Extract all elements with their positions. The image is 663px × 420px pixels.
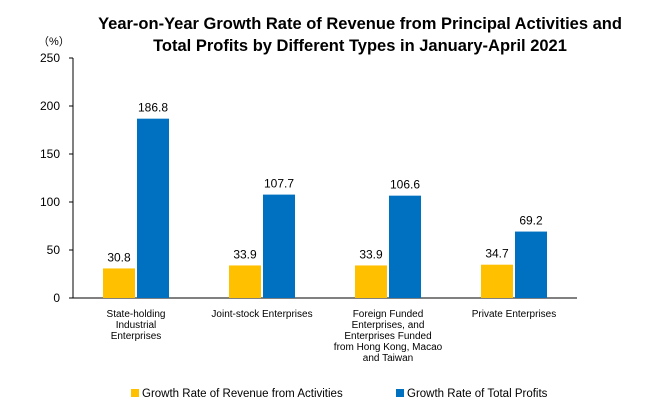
x-category-label-line: Enterprises, and xyxy=(352,320,425,331)
bar xyxy=(355,265,387,298)
y-tick-label: 50 xyxy=(47,243,61,257)
x-category-label: Joint-stock Enterprises xyxy=(211,309,312,320)
bar xyxy=(263,194,295,298)
x-category-label-line: State-holding xyxy=(107,309,166,320)
legend-label: Growth Rate of Revenue from Activities xyxy=(142,388,343,400)
bar xyxy=(103,268,135,298)
x-category-label-line: Industrial xyxy=(116,320,157,331)
legend-swatch xyxy=(131,389,139,397)
data-label: 106.6 xyxy=(390,178,420,192)
data-label: 33.9 xyxy=(359,247,383,261)
data-label: 107.7 xyxy=(264,177,294,191)
y-axis-unit-label: （%） xyxy=(38,36,70,48)
y-tick-label: 150 xyxy=(40,147,60,161)
x-category-label-line: Foreign Funded xyxy=(353,309,424,320)
bar xyxy=(389,195,421,298)
chart-title-line-2: Total Profits by Different Types in Janu… xyxy=(153,37,567,55)
legend-label: Growth Rate of Total Profits xyxy=(407,388,548,400)
y-tick-label: 250 xyxy=(40,51,60,65)
data-label: 30.8 xyxy=(107,250,131,264)
x-category-label: State-holding Industrial Enterprises xyxy=(107,309,166,342)
data-label: 33.9 xyxy=(233,247,257,261)
data-label: 69.2 xyxy=(519,214,543,228)
y-tick-label: 0 xyxy=(53,291,60,305)
x-category-label-line: Enterprises Funded xyxy=(344,331,431,342)
bar xyxy=(515,231,547,298)
data-label: 186.8 xyxy=(138,101,168,115)
x-category-label-line: Private Enterprises xyxy=(472,309,556,320)
bar xyxy=(481,264,513,298)
x-category-label-line: and Taiwan xyxy=(363,353,413,364)
y-tick-label: 100 xyxy=(40,195,60,209)
chart-title-line-1: Year-on-Year Growth Rate of Revenue from… xyxy=(98,15,622,33)
x-category-label: Foreign Funded Enterprises, and Enterprise… xyxy=(334,309,443,364)
x-category-label-line: from Hong Kong, Macao xyxy=(334,342,443,353)
x-category-label: Private Enterprises xyxy=(472,309,556,320)
legend-swatch xyxy=(396,389,404,397)
bar xyxy=(229,265,261,298)
x-category-label-line: Joint-stock Enterprises xyxy=(211,309,312,320)
data-label: 34.7 xyxy=(485,247,509,261)
y-tick-label: 200 xyxy=(40,99,60,113)
bar xyxy=(137,118,169,298)
x-category-label-line: Enterprises xyxy=(111,331,162,342)
